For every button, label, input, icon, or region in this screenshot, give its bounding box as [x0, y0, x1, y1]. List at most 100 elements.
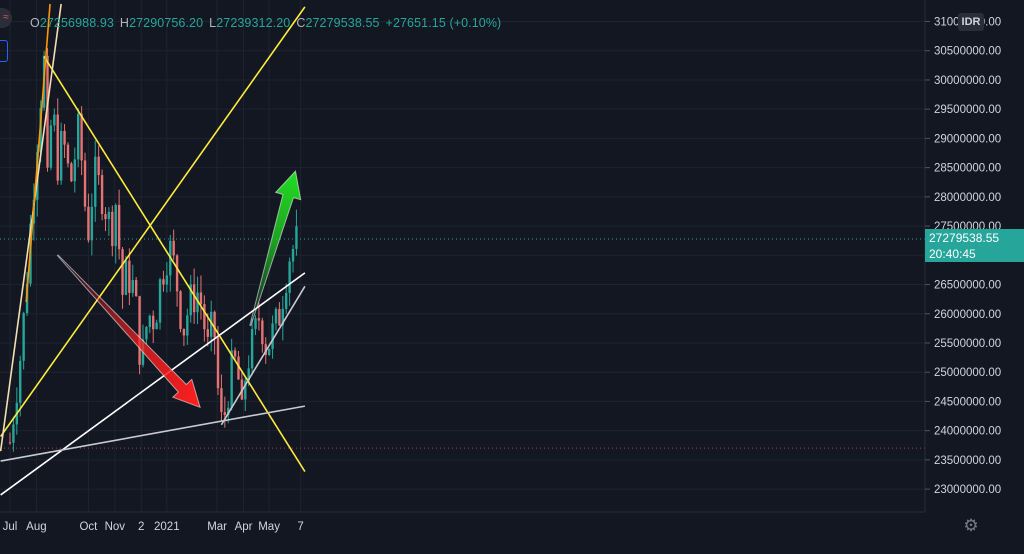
candle-up: [124, 260, 128, 295]
candle-up: [271, 323, 274, 350]
candle-down: [138, 296, 141, 365]
trendline-gray-rising-support[interactable]: [220, 285, 306, 426]
candle-up: [274, 308, 278, 324]
candle-down: [175, 255, 179, 292]
candle-down: [104, 214, 107, 220]
low-label: L: [209, 16, 217, 30]
trendline-tan-early-support[interactable]: [0, 3, 62, 452]
candle-down: [264, 344, 267, 355]
candle-up: [244, 380, 247, 400]
candle-up: [247, 368, 250, 381]
candle-up: [155, 322, 158, 330]
candle-down: [261, 320, 264, 345]
candle-up: [285, 292, 288, 309]
candle-up: [53, 114, 56, 126]
candle-down: [206, 329, 209, 337]
candle-up: [165, 275, 169, 285]
trendline-yellow-ascending[interactable]: [0, 6, 306, 437]
symbol-marker[interactable]: [0, 40, 8, 62]
price-tick-label: 30500000.00: [934, 46, 1001, 58]
candle-down: [213, 311, 216, 338]
time-tick-label: 7: [297, 521, 303, 533]
candle-down: [8, 442, 12, 444]
candle-up: [196, 292, 199, 313]
candle-down: [134, 279, 138, 297]
change-value: +27651.15 (+0.10%): [385, 16, 502, 30]
bearish-arrow[interactable]: [56, 254, 201, 409]
trendline-gray-flat-support[interactable]: [0, 405, 306, 462]
candle-down: [220, 388, 223, 413]
candle-up: [267, 349, 271, 355]
candle-up: [90, 206, 94, 241]
open-label: O: [30, 16, 40, 30]
price-tick-label: 23000000.00: [934, 484, 1001, 496]
high-label: H: [119, 16, 130, 30]
bullish-arrow[interactable]: [249, 170, 302, 327]
candle-down: [87, 206, 90, 241]
grid: [0, 0, 925, 512]
candle-up: [291, 248, 295, 262]
candle-up: [22, 313, 25, 361]
candle-up: [59, 130, 63, 181]
high-value: 27290756.20: [129, 16, 204, 30]
last-price-tag: 27279538.55 20:40:45: [925, 229, 1024, 262]
candle-down: [56, 114, 59, 181]
candle-up: [12, 424, 15, 443]
candle-down: [100, 175, 104, 215]
price-tick-label: 28000000.00: [934, 192, 1001, 204]
price-tick-label: 25500000.00: [934, 338, 1001, 350]
candle-down: [199, 292, 203, 305]
candle-up: [158, 279, 162, 323]
candle-down: [278, 308, 281, 326]
price-axis[interactable]: 31000000.0030500000.0030000000.002950000…: [925, 17, 1001, 497]
candle-down: [172, 240, 175, 256]
time-tick-label: Aug: [26, 521, 46, 533]
candle-up: [94, 156, 97, 207]
time-axis[interactable]: Jul Aug Oct Nov 2 2021 Mar Apr May 7: [3, 521, 304, 533]
time-tick-label: May: [258, 521, 280, 533]
candle-down: [80, 113, 83, 161]
trendline-orange-parabolic[interactable]: [25, 3, 51, 303]
last-price-value: 27279538.55: [929, 231, 1000, 245]
time-tick-label: Nov: [105, 521, 126, 533]
candle-down: [128, 260, 131, 293]
bar-countdown: 20:40:45: [929, 247, 976, 261]
price-tick-label: 28500000.00: [934, 163, 1001, 175]
ohlc-legend: O27256988.93 H27290756.20 L27239312.20 C272…: [30, 16, 501, 30]
gear-icon[interactable]: ⚙: [963, 516, 979, 535]
candle-down: [257, 318, 261, 321]
exchange-icon[interactable]: ≈: [0, 8, 12, 28]
time-tick-label: Oct: [79, 521, 98, 533]
candle-down: [117, 204, 121, 250]
candle-down: [111, 211, 114, 247]
candle-up: [49, 125, 53, 168]
candle-up: [145, 326, 148, 340]
candle-up: [19, 360, 22, 403]
currency-badge[interactable]: IDR: [958, 13, 984, 31]
candle-up: [77, 113, 80, 160]
candle-down: [121, 249, 124, 295]
candle-up: [209, 311, 213, 337]
candle-down: [179, 291, 182, 329]
open-value: 27256988.93: [39, 16, 114, 30]
candle-down: [83, 160, 87, 207]
candle-up: [227, 407, 230, 416]
price-tick-label: 30000000.00: [934, 75, 1001, 87]
close-value: 27279538.55: [305, 16, 380, 30]
candle-down: [63, 130, 66, 145]
candle-down: [223, 412, 227, 416]
candle-up: [250, 329, 254, 369]
candle-up: [186, 315, 189, 336]
candle-down: [66, 144, 70, 164]
candle-down: [237, 356, 240, 380]
time-tick-label: Jul: [3, 521, 18, 533]
candle-down: [182, 328, 186, 336]
trendline-yellow-descending[interactable]: [43, 56, 306, 472]
price-tick-label: 29000000.00: [934, 133, 1001, 145]
time-tick-label: 2021: [154, 521, 180, 533]
candle-up: [73, 159, 76, 182]
plot-background: [0, 0, 925, 512]
candle-up: [281, 308, 284, 326]
